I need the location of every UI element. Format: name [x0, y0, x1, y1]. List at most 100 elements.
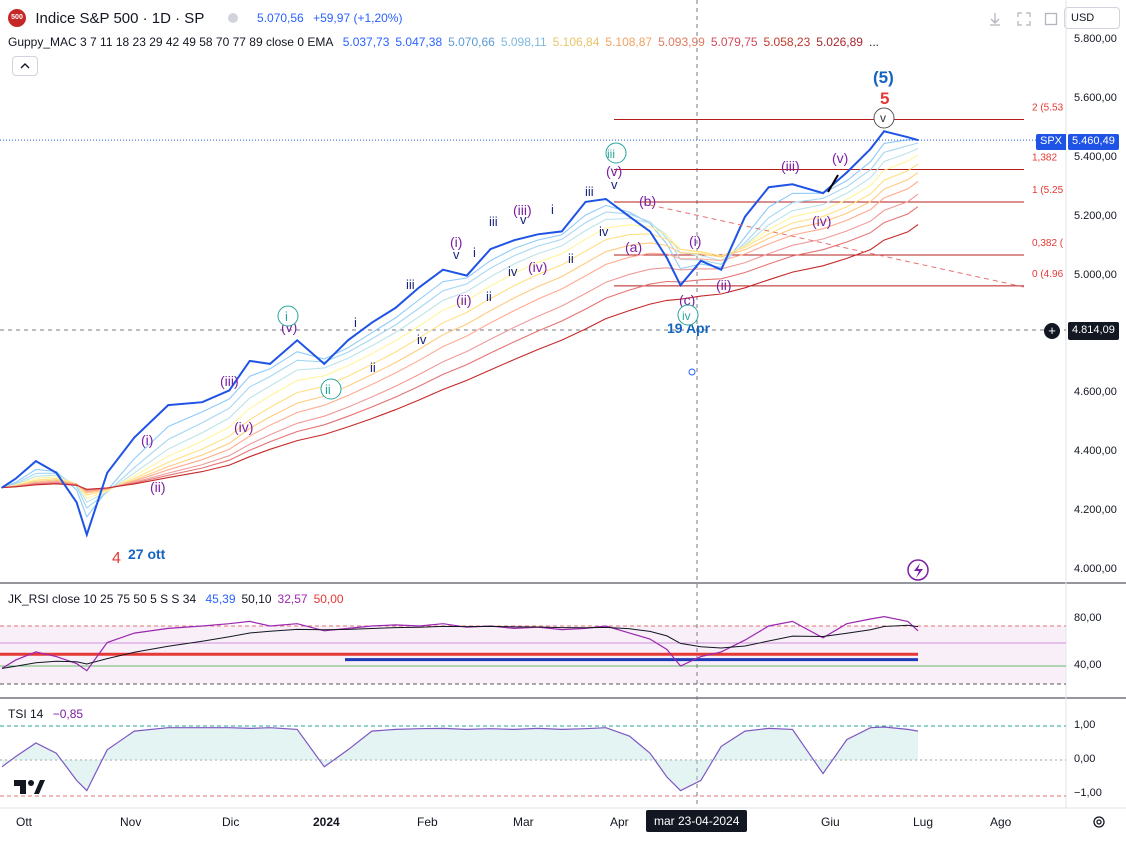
price-tick-label: 4.200,00 — [1074, 504, 1117, 516]
guppy-ema-line — [1, 206, 919, 491]
time-tick-label: Feb — [417, 815, 438, 829]
wave-label: iii — [585, 184, 594, 199]
wave-label: (iii) — [220, 373, 239, 389]
price-point — [720, 268, 722, 271]
time-tick-label: Lug — [913, 815, 934, 829]
guppy-label: Guppy_MAC 3 7 11 18 23 29 42 49 58 70 77… — [8, 35, 334, 49]
wave-label: iii — [489, 214, 498, 229]
wave-label: (i) — [689, 233, 701, 249]
price-point — [394, 307, 397, 309]
price-point — [201, 401, 203, 404]
guppy-ema-line — [1, 224, 919, 490]
wave-label: (ii) — [456, 292, 472, 308]
rsi-band — [0, 626, 1066, 684]
guppy-ema-line — [1, 172, 919, 494]
guppy-legend[interactable]: Guppy_MAC 3 7 11 18 23 29 42 49 58 70 77… — [8, 35, 885, 49]
rsi-value: 50,00 — [313, 592, 344, 606]
wave-label: ii — [370, 360, 376, 375]
circled-wave-ii — [320, 378, 342, 400]
symbol-badge[interactable]: 500 — [8, 9, 26, 27]
currency-select[interactable]: USD — [1064, 7, 1120, 29]
wave-5-red: 5 — [880, 89, 889, 108]
fullscreen-icon[interactable] — [1017, 12, 1031, 26]
wave-label: ii — [486, 289, 492, 304]
price-point — [269, 363, 271, 365]
wave-label: (v) — [832, 150, 848, 166]
tsi-series — [1, 726, 919, 792]
wave-label: iv — [682, 309, 691, 323]
wave-label: v — [880, 111, 886, 125]
price-point — [248, 360, 251, 362]
guppy-ema-line — [1, 142, 919, 509]
rsi-value: 32,57 — [277, 592, 308, 606]
wave-label: (iv) — [528, 259, 547, 275]
wave-label: i — [354, 315, 357, 330]
circled-wave-iii — [605, 142, 627, 164]
guppy-value: 5.070,66 — [448, 35, 495, 49]
time-tick-label: 2024 — [313, 815, 340, 829]
price-change: +59,97 (+1,20%) — [313, 11, 403, 25]
price-point — [167, 404, 169, 406]
time-tick-label: Apr — [610, 815, 629, 829]
collapse-legend-button[interactable] — [12, 56, 38, 76]
price-point — [907, 136, 909, 138]
tsi-tick-label: 0,00 — [1074, 753, 1096, 765]
price-point — [767, 186, 770, 188]
maximize-icon[interactable] — [1044, 12, 1058, 26]
price-point — [371, 321, 373, 324]
symbol-title[interactable]: Indice S&P 500 · 1D · SP — [35, 9, 205, 27]
guppy-value: 5.037,73 — [342, 35, 390, 49]
price-point — [296, 339, 299, 342]
time-tick-label: Nov — [120, 815, 142, 829]
trendline — [649, 204, 1025, 288]
circled-wave-v — [873, 107, 895, 129]
add-alert-icon[interactable]: + — [1044, 323, 1060, 339]
guppy-ema-line — [1, 139, 919, 518]
download-icon[interactable] — [988, 12, 1002, 26]
wave-label: (v) — [606, 163, 622, 179]
rsi-label: JK_RSI close 10 25 75 50 5 S S 34 — [8, 592, 197, 606]
price-series — [0, 130, 1066, 538]
rsi-value: 50,10 — [241, 592, 272, 606]
tsi-legend[interactable]: TSI 14 −0,85 — [8, 707, 89, 721]
symbol-header: 500 Indice S&P 500 · 1D · SP 5.070,56 +5… — [8, 9, 408, 27]
tsi-tick-label: 1,00 — [1074, 719, 1096, 731]
wave-label: iv — [508, 264, 518, 279]
gear-icon[interactable] — [1091, 814, 1107, 830]
crosshair-price-tag: 4.814,09 — [1068, 322, 1119, 340]
alert-icon — [907, 559, 929, 581]
wave-label: i — [285, 309, 288, 324]
fib-level-label: 2 (5.53 — [1032, 103, 1064, 114]
price-point — [846, 171, 848, 174]
guppy-value: 5.079,75 — [710, 35, 758, 49]
guppy-value: 5.058,23 — [763, 35, 811, 49]
time-tick-label: Ott — [16, 815, 33, 829]
price-point — [822, 192, 824, 194]
price-point — [489, 248, 492, 250]
rsi-legend[interactable]: JK_RSI close 10 25 75 50 5 S S 34 45,39 5… — [8, 592, 350, 606]
price-point — [418, 286, 421, 289]
wave-label: ii — [325, 382, 331, 397]
price-point — [584, 201, 587, 203]
price-point — [537, 233, 539, 236]
guppy-ema-line — [1, 193, 919, 492]
price-point — [75, 501, 78, 504]
fib-level-label: 0,382 ( — [1032, 238, 1064, 249]
price-point — [133, 436, 136, 439]
price-point — [1, 486, 3, 489]
fib-level-label: 1 (5.25 — [1032, 185, 1064, 196]
wave-label: (ii) — [150, 479, 166, 495]
crosshair-dot — [688, 368, 696, 376]
guppy-value: 5.098,11 — [500, 35, 547, 49]
time-tick-label: Ago — [990, 815, 1012, 829]
price-tick-label: 4.400,00 — [1074, 445, 1117, 457]
price-point — [86, 533, 88, 536]
price-point — [700, 260, 702, 262]
time-tick-label: Mar — [513, 815, 534, 829]
tsi-fill — [2, 727, 918, 791]
fib-level-label: 1,382 — [1032, 153, 1057, 164]
time-tick-label: Dic — [222, 815, 240, 829]
price-point — [605, 198, 607, 200]
